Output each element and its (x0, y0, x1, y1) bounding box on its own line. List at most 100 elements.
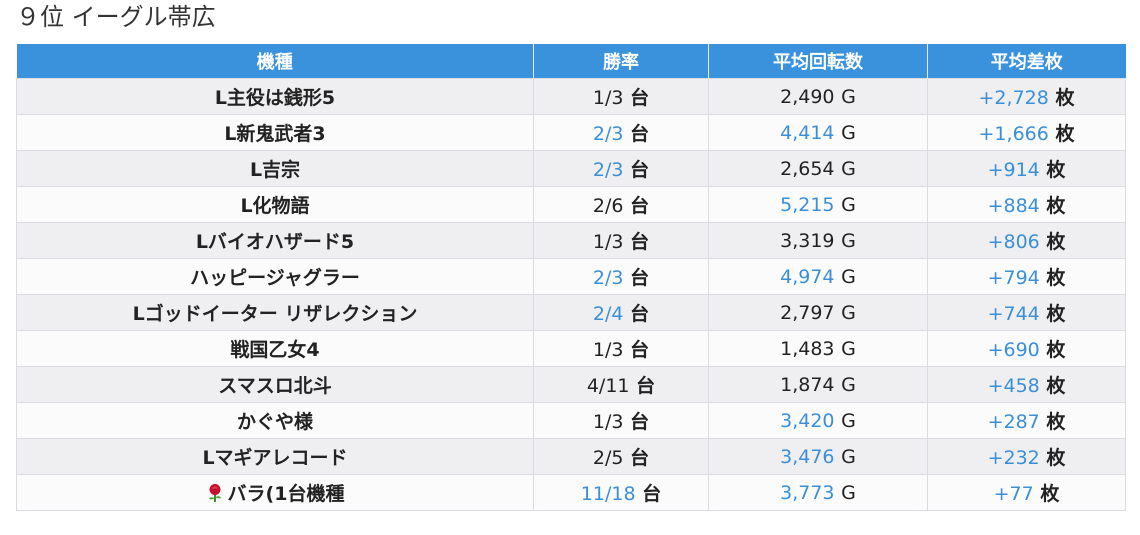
avg-diff-unit: 枚 (1046, 339, 1066, 361)
avg-spins-unit: G (841, 229, 856, 252)
cell-win-rate: 11/18 台 (533, 474, 709, 511)
cell-machine: 戦国乙女4 (16, 330, 534, 367)
avg-diff-value[interactable]: +794 (987, 267, 1040, 289)
avg-spins-value[interactable]: 3,476 (780, 445, 835, 468)
win-rate-value[interactable]: 2/3 (592, 159, 624, 181)
table-row: L主役は銭形5 1/3 台 2,490 G +2,728 枚 (16, 78, 1126, 115)
avg-spins-value: 2,654 (780, 157, 835, 180)
win-rate-value[interactable]: 2/4 (592, 303, 624, 325)
cell-avg-spins: 2,654 G (708, 150, 928, 187)
avg-diff-unit: 枚 (1046, 231, 1066, 253)
avg-diff-value[interactable]: +458 (987, 375, 1040, 397)
avg-spins-unit: G (841, 121, 856, 144)
cell-machine: ハッピージャグラー (16, 258, 534, 295)
avg-spins-unit: G (841, 85, 856, 108)
win-rate-unit: 台 (630, 267, 650, 289)
machine-name: かぐや様 (236, 411, 313, 433)
avg-diff-unit: 枚 (1046, 159, 1066, 181)
avg-diff-value[interactable]: +77 (993, 483, 1034, 505)
table-row: バラ(1台機種 11/18 台 3,773 G +77 枚 (16, 474, 1126, 511)
cell-win-rate: 2/3 台 (533, 258, 709, 295)
column-header-avg-diff[interactable]: 平均差枚 (927, 44, 1126, 79)
table-row: Lマギアレコード 2/5 台 3,476 G +232 枚 (16, 438, 1126, 475)
cell-avg-spins: 4,414 G (708, 114, 928, 151)
win-rate-unit: 台 (630, 195, 650, 217)
avg-spins-value: 1,483 (780, 337, 835, 360)
avg-diff-value[interactable]: +232 (987, 447, 1040, 469)
cell-avg-spins: 3,420 G (708, 402, 928, 439)
avg-spins-value[interactable]: 5,215 (780, 193, 835, 216)
cell-win-rate: 1/3 台 (533, 222, 709, 259)
cell-avg-diff: +2,728 枚 (927, 78, 1126, 115)
column-header-avg-spins[interactable]: 平均回転数 (708, 44, 928, 79)
cell-machine: Lマギアレコード (16, 438, 534, 475)
avg-spins-value[interactable]: 4,974 (780, 265, 835, 288)
cell-avg-diff: +744 枚 (927, 294, 1126, 331)
win-rate-unit: 台 (630, 411, 650, 433)
win-rate-value: 1/3 (592, 87, 624, 109)
win-rate-value[interactable]: 2/3 (592, 123, 624, 145)
avg-diff-value[interactable]: +287 (987, 411, 1040, 433)
avg-spins-unit: G (841, 157, 856, 180)
avg-spins-unit: G (841, 301, 856, 324)
win-rate-value[interactable]: 2/3 (592, 267, 624, 289)
avg-diff-value[interactable]: +806 (987, 231, 1040, 253)
cell-machine: L新鬼武者3 (16, 114, 534, 151)
win-rate-value: 2/6 (592, 195, 624, 217)
cell-avg-diff: +884 枚 (927, 186, 1126, 223)
machine-stats-table: 機種 勝率 平均回転数 平均差枚 L主役は銭形5 1/3 台 2,490 G +2,7… (16, 44, 1126, 511)
cell-avg-diff: +77 枚 (927, 474, 1126, 511)
cell-machine: L化物語 (16, 186, 534, 223)
cell-win-rate: 2/6 台 (533, 186, 709, 223)
machine-name: L主役は銭形5 (214, 87, 336, 109)
win-rate-value[interactable]: 11/18 (580, 483, 636, 505)
avg-spins-value[interactable]: 3,420 (780, 409, 835, 432)
cell-win-rate: 2/5 台 (533, 438, 709, 475)
cell-avg-spins: 1,483 G (708, 330, 928, 367)
avg-spins-value[interactable]: 4,414 (780, 121, 835, 144)
avg-spins-value[interactable]: 3,773 (780, 481, 835, 504)
cell-machine: Lバイオハザード5 (16, 222, 534, 259)
cell-avg-spins: 2,490 G (708, 78, 928, 115)
win-rate-value: 2/5 (592, 447, 624, 469)
cell-win-rate: 2/3 台 (533, 114, 709, 151)
machine-name: 戦国乙女4 (230, 339, 320, 361)
table-row: かぐや様 1/3 台 3,420 G +287 枚 (16, 402, 1126, 439)
cell-machine: かぐや様 (16, 402, 534, 439)
avg-diff-unit: 枚 (1040, 483, 1060, 505)
cell-avg-diff: +794 枚 (927, 258, 1126, 295)
column-header-win-rate[interactable]: 勝率 (533, 44, 709, 79)
table-row: スマスロ北斗 4/11 台 1,874 G +458 枚 (16, 366, 1126, 403)
cell-avg-spins: 1,874 G (708, 366, 928, 403)
cell-avg-diff: +690 枚 (927, 330, 1126, 367)
cell-win-rate: 2/4 台 (533, 294, 709, 331)
cell-machine: Lゴッドイーター リザレクション (16, 294, 534, 331)
avg-diff-unit: 枚 (1055, 123, 1075, 145)
cell-avg-spins: 5,215 G (708, 186, 928, 223)
machine-name: L吉宗 (249, 159, 301, 181)
win-rate-unit: 台 (630, 159, 650, 181)
avg-diff-value[interactable]: +690 (987, 339, 1040, 361)
win-rate-unit: 台 (630, 231, 650, 253)
avg-diff-value[interactable]: +2,728 (978, 87, 1049, 109)
win-rate-unit: 台 (636, 375, 656, 397)
avg-diff-value[interactable]: +744 (987, 303, 1040, 325)
cell-avg-diff: +1,666 枚 (927, 114, 1126, 151)
cell-avg-spins: 3,476 G (708, 438, 928, 475)
avg-diff-value[interactable]: +884 (987, 195, 1040, 217)
cell-win-rate: 1/3 台 (533, 330, 709, 367)
win-rate-unit: 台 (630, 447, 650, 469)
cell-avg-diff: +914 枚 (927, 150, 1126, 187)
table-row: ハッピージャグラー 2/3 台 4,974 G +794 枚 (16, 258, 1126, 295)
avg-spins-unit: G (841, 481, 856, 504)
avg-spins-unit: G (841, 409, 856, 432)
win-rate-unit: 台 (642, 483, 662, 505)
avg-diff-value[interactable]: +914 (987, 159, 1040, 181)
machine-name: L新鬼武者3 (224, 123, 326, 145)
avg-diff-unit: 枚 (1046, 195, 1066, 217)
cell-win-rate: 4/11 台 (533, 366, 709, 403)
avg-diff-value[interactable]: +1,666 (978, 123, 1049, 145)
page-title: ９位 イーグル帯広 (16, 3, 216, 31)
cell-win-rate: 2/3 台 (533, 150, 709, 187)
column-header-machine[interactable]: 機種 (16, 44, 534, 79)
